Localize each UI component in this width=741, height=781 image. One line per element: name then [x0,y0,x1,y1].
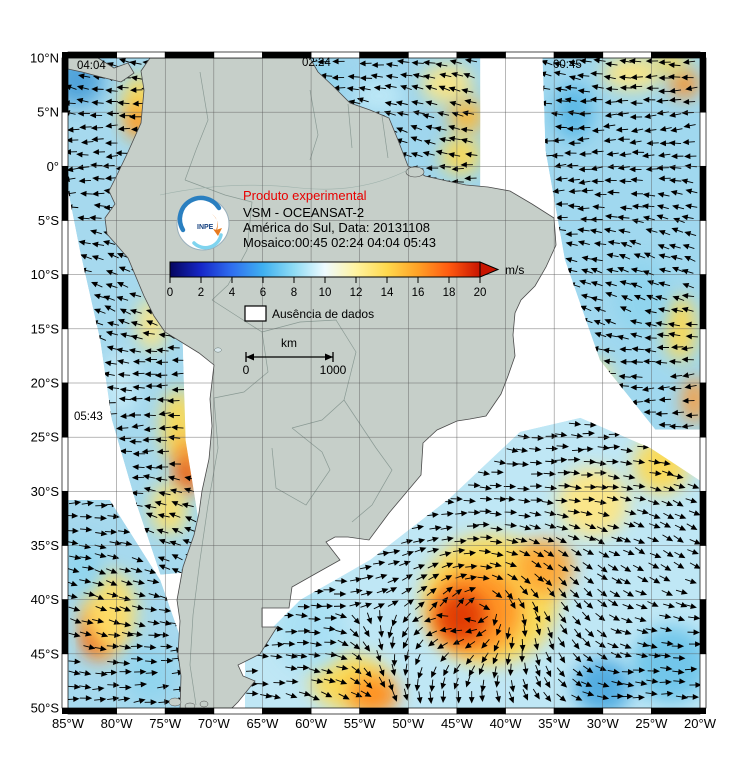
lat-label: 45°S [31,646,60,661]
colorbar: 0 2 4 6 8 10 12 14 16 18 20 m/s [167,261,524,299]
colorbar-tick-label: 10 [319,287,332,299]
legend-experimental: Produto experimental [243,188,367,203]
marajo-island [405,166,425,178]
colorbar-tick-label: 0 [167,287,173,299]
lat-label: 30°S [31,484,60,499]
scale-unit: km [281,336,297,350]
colorbar-tick-label: 12 [350,287,363,299]
pass-time-0045: 00:45 [553,59,582,71]
nodata-label: Ausência de dados [272,307,374,321]
lon-label: 80°W [101,716,134,731]
colorbar-tick-label: 14 [381,287,394,299]
legend-product: VSM - OCEANSAT-2 [243,205,364,220]
scale-bar: km 0 1000 [243,336,347,377]
colorbar-tick-label: 6 [260,287,266,299]
fuegian-island [199,700,209,708]
central-america-landmass [68,58,135,83]
wind-arrows [245,420,700,705]
colorbar-tick-label: 8 [291,287,297,299]
lat-label: 25°S [31,430,60,445]
legend-region-date: América do Sul, Data: 20131108 [243,220,430,235]
lat-label: 35°S [31,538,60,553]
axis-labels: 10°N 5°N 0° 5°S 10°S 15°S 20°S 25°S 30°S 35°S 40°S… [30,51,717,732]
swath-0543 [68,500,185,708]
colorbar-tick-label: 20 [474,287,487,299]
legend-mosaic-times: Mosaico:00:45 02:24 04:04 05:43 [243,235,436,250]
colorbar-tick-label: 18 [443,287,456,299]
colorbar-tick-label: 16 [412,287,425,299]
fuegian-island [184,702,196,708]
lon-label: 65°W [246,716,279,731]
colorbar-arrow [479,261,500,278]
legend: INPE Produto experimental VSM - OCEANSAT… [167,188,525,377]
lon-label: 85°W [52,716,85,731]
nodata-swatch [244,305,267,322]
colorbar-tick-label: 4 [229,287,236,299]
colorbar-ticks: 0 2 4 6 8 10 12 14 16 18 20 [167,277,487,299]
lat-label: 5°S [38,213,59,228]
pass-time-0224: 02:24 [302,57,331,69]
pass-time-0543: 05:43 [74,411,103,423]
lon-label: 20°W [684,716,717,731]
lon-label: 55°W [344,716,377,731]
lon-label: 45°W [441,716,474,731]
pass-time-0404: 04:04 [77,60,106,72]
colorbar-units: m/s [505,263,524,277]
lon-label: 35°W [538,716,571,731]
lat-label: 10°N [30,51,59,66]
swath-0045 [245,417,700,708]
lat-label: 20°S [31,376,60,391]
lon-label: 70°W [198,716,231,731]
lon-label: 75°W [149,716,182,731]
lon-label: 30°W [587,716,620,731]
lon-label: 25°W [635,716,668,731]
lat-label: 5°N [37,105,59,120]
lat-label: 15°S [31,321,60,336]
colorbar-tick-label: 2 [198,287,204,299]
lon-label: 40°W [490,716,523,731]
amazon-river [159,169,409,196]
nodata-legend: Ausência de dados [244,305,374,322]
lat-label: 0° [47,159,59,174]
country-borders [184,71,393,706]
inpe-logo-text: INPE [197,224,214,231]
pass-time-labels: 04:04 02:24 00:45 05:43 [74,57,582,423]
scale-end: 1000 [320,363,347,377]
lat-label: 10°S [31,267,60,282]
lat-label: 50°S [31,701,60,716]
graticule [68,58,700,708]
fuegian-island [168,697,182,707]
scale-start: 0 [243,363,250,377]
map-frame [61,51,707,715]
inpe-logo: INPE [176,195,230,251]
lon-label: 50°W [392,716,425,731]
lake-titicaca [214,347,222,353]
lat-label: 40°S [31,592,60,607]
lon-label: 60°W [295,716,328,731]
